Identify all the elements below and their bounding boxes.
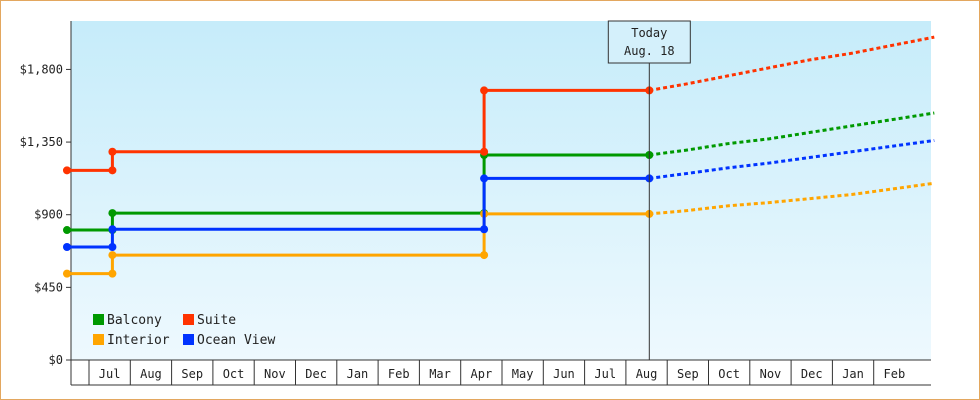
interior-forecast-line <box>649 181 935 216</box>
month-label: Jan <box>842 367 864 381</box>
ocean-view-data-point <box>108 243 117 251</box>
ocean-view-data-point <box>480 174 489 183</box>
ocean-view-data-point <box>480 225 489 234</box>
legend-swatch-ocean-view <box>183 334 194 345</box>
legend-label-suite: Suite <box>197 313 236 328</box>
ocean-view-forecast-line <box>649 138 935 180</box>
balcony-forecast-line <box>649 111 935 157</box>
suite-series-line <box>66 88 650 172</box>
legend-label-balcony: Balcony <box>107 313 162 328</box>
ocean-view-series-line <box>66 176 650 249</box>
interior-data-point <box>108 269 117 278</box>
interior-series-line <box>66 212 650 276</box>
balcony-data-point <box>108 209 117 218</box>
month-label: Jan <box>347 367 369 381</box>
month-label: Sep <box>181 367 203 381</box>
month-label: Nov <box>760 367 782 381</box>
month-label: Dec <box>801 367 823 381</box>
interior-data-point <box>62 269 71 278</box>
balcony-data-point <box>62 226 71 235</box>
suite-forecast-line <box>649 35 935 92</box>
month-label: Sep <box>677 367 699 381</box>
interior-data-point <box>480 251 489 260</box>
interior-data-point <box>108 251 117 260</box>
legend-label-ocean-view: Ocean View <box>197 333 275 348</box>
month-label: Jun <box>553 367 575 381</box>
month-label: Feb <box>388 367 410 381</box>
ocean-view-data-point <box>62 243 71 251</box>
legend-swatch-interior <box>93 334 104 345</box>
y-tick-label: $450 <box>34 280 63 294</box>
month-label: Nov <box>264 367 286 381</box>
today-box <box>607 20 691 64</box>
suite-data-point <box>108 166 117 175</box>
month-label: Jul <box>594 367 616 381</box>
y-tick-label: $1,800 <box>20 62 63 76</box>
month-label: Aug <box>140 367 162 381</box>
legend-label-interior: Interior <box>107 333 170 348</box>
month-label: Jul <box>99 367 121 381</box>
suite-data-point <box>108 147 117 156</box>
suite-data-point <box>62 166 71 175</box>
month-label: Feb <box>884 367 906 381</box>
month-label: Oct <box>223 367 245 381</box>
today-label: Today <box>631 26 667 40</box>
month-label: Apr <box>471 367 493 381</box>
y-tick-label: $1,350 <box>20 135 63 149</box>
month-label: Dec <box>305 367 327 381</box>
month-label: May <box>512 367 534 381</box>
legend-swatch-suite <box>183 314 194 325</box>
today-date-label: Aug. 18 <box>624 44 675 58</box>
month-label: Aug <box>636 367 658 381</box>
legend-swatch-balcony <box>93 314 104 325</box>
y-tick-label: $900 <box>34 208 63 222</box>
ocean-view-data-point <box>108 225 117 234</box>
month-label: Mar <box>429 367 451 381</box>
month-label: Oct <box>718 367 740 381</box>
suite-data-point <box>480 147 489 156</box>
y-tick-label: $0 <box>49 353 63 367</box>
suite-data-point <box>480 86 489 95</box>
balcony-series-line <box>66 153 650 232</box>
plot-background <box>71 21 931 360</box>
